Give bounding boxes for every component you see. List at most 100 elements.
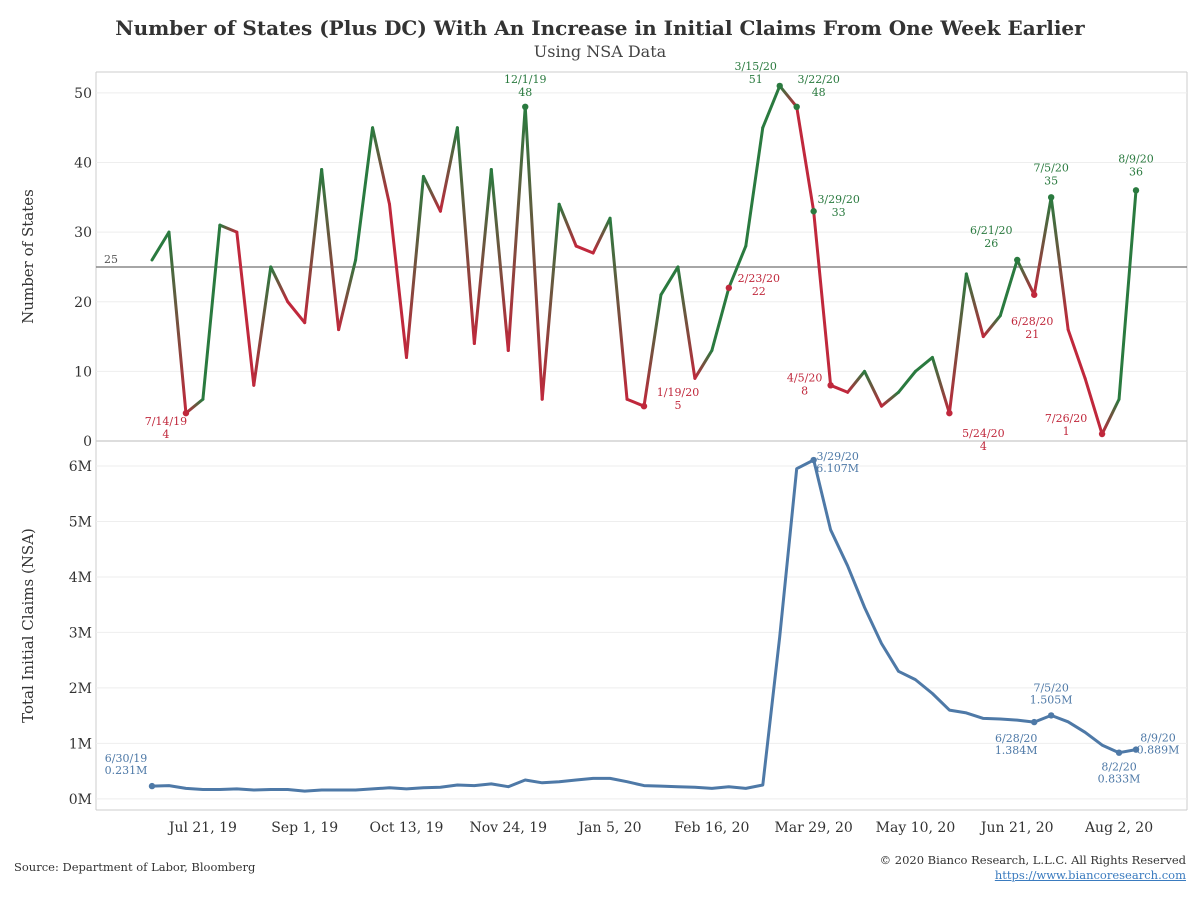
claims-annotation-value: 6.107M bbox=[816, 462, 859, 475]
states-line-segment bbox=[710, 286, 731, 352]
states-point bbox=[725, 284, 733, 292]
states-annotation-value: 4 bbox=[980, 440, 987, 453]
states-line-segment bbox=[557, 202, 578, 248]
states-annotation-value: 51 bbox=[749, 73, 763, 86]
claims-annotation-date: 8/9/20 bbox=[1140, 732, 1175, 745]
states-line-segment bbox=[472, 167, 493, 346]
states-annotation-date: 6/21/20 bbox=[970, 224, 1012, 237]
states-annotation-value: 1 bbox=[1063, 425, 1070, 438]
states-annotation-value: 48 bbox=[812, 86, 826, 99]
claims-annotation-date: 3/29/20 bbox=[816, 450, 858, 463]
states-point bbox=[1031, 291, 1038, 298]
claims-line bbox=[151, 458, 1137, 793]
claims-point bbox=[1047, 712, 1055, 719]
states-line-segment bbox=[1066, 328, 1087, 380]
states-annotation-value: 5 bbox=[675, 399, 682, 412]
y-tick-label: 10 bbox=[74, 364, 92, 380]
source-note: Source: Department of Labor, Bloomberg bbox=[14, 860, 256, 874]
states-line-segment bbox=[981, 314, 1002, 339]
states-line-segment bbox=[659, 265, 680, 297]
states-line-segment bbox=[167, 230, 188, 415]
states-annotation-date: 1/19/20 bbox=[657, 386, 699, 399]
states-point bbox=[182, 409, 190, 417]
states-annotation-date: 8/9/20 bbox=[1118, 152, 1153, 165]
states-line-segment bbox=[947, 272, 968, 415]
states-annotation-value: 26 bbox=[984, 237, 998, 250]
states-line-segment bbox=[913, 355, 934, 373]
claims-panel: 0M 1M 2M 3M 4M 5M 6M Total Initial Claims (NSA)… bbox=[19, 450, 1187, 808]
states-line-segment bbox=[761, 84, 782, 130]
states-line-segment bbox=[286, 300, 307, 325]
states-line-segment bbox=[642, 293, 663, 408]
states-line-segment bbox=[150, 230, 171, 262]
states-annotation-value: 22 bbox=[752, 285, 766, 298]
y-tick-label: 40 bbox=[74, 156, 92, 172]
states-annotation-value: 48 bbox=[518, 86, 532, 99]
states-line-segment bbox=[880, 390, 900, 408]
x-tick-label: Mar 29, 20 bbox=[774, 820, 852, 836]
x-tick-label: Jan 5, 20 bbox=[577, 820, 642, 836]
states-line-segment bbox=[1049, 195, 1070, 332]
y-axis-title: Number of States bbox=[19, 189, 37, 324]
states-line-segment bbox=[506, 105, 527, 352]
states-point bbox=[1132, 187, 1140, 194]
states-line-segment bbox=[523, 105, 544, 401]
states-line-segment bbox=[371, 126, 392, 206]
states-line-segment bbox=[846, 369, 867, 394]
claims-annotation-date: 7/5/20 bbox=[1033, 681, 1068, 694]
x-tick-label: Jul 21, 19 bbox=[167, 820, 237, 836]
states-point bbox=[793, 103, 800, 111]
y-tick-label: 20 bbox=[74, 295, 92, 311]
states-line-segment bbox=[1117, 188, 1138, 401]
states-line-segment bbox=[676, 265, 697, 380]
x-tick-label: Oct 13, 19 bbox=[370, 820, 444, 836]
states-point bbox=[640, 402, 648, 410]
states-annotation-value: 4 bbox=[162, 428, 169, 441]
states-point bbox=[522, 103, 529, 111]
states-line-segment bbox=[795, 105, 816, 213]
states-line-segment bbox=[693, 348, 714, 380]
y-tick-label: 0 bbox=[83, 434, 92, 450]
copyright-note: © 2020 Bianco Research, L.L.C. All Right… bbox=[879, 853, 1186, 867]
states-line-segment bbox=[998, 258, 1019, 318]
x-tick-label: Jun 21, 20 bbox=[979, 820, 1054, 836]
states-line-segment bbox=[1015, 258, 1036, 297]
states-line-segment bbox=[608, 216, 629, 401]
states-annotation-date: 3/29/20 bbox=[817, 193, 859, 206]
states-line-segment bbox=[455, 126, 476, 346]
states-point bbox=[827, 382, 834, 389]
states-line-segment bbox=[438, 126, 459, 213]
states-annotation-date: 3/22/20 bbox=[797, 73, 839, 86]
states-line-segment bbox=[574, 244, 595, 255]
states-point bbox=[946, 409, 953, 417]
states-point bbox=[1014, 256, 1021, 264]
states-line-segment bbox=[269, 265, 290, 304]
website-link[interactable]: https://www.biancoresearch.com bbox=[994, 868, 1186, 882]
states-line-segment bbox=[252, 265, 273, 387]
claims-annotation-date: 8/2/20 bbox=[1101, 761, 1136, 774]
y-tick-label: 50 bbox=[74, 86, 92, 102]
claims-annotation-value: 1.384M bbox=[995, 744, 1038, 757]
states-line-segment bbox=[388, 202, 408, 359]
x-tick-label: Sep 1, 19 bbox=[271, 820, 338, 836]
x-tick-label: Nov 24, 19 bbox=[469, 820, 547, 836]
states-annotation-date: 12/1/19 bbox=[504, 73, 546, 86]
states-line-segment bbox=[421, 174, 442, 213]
claims-annotation-value: 1.505M bbox=[1030, 693, 1073, 706]
claims-annotation-value: 0.889M bbox=[1137, 744, 1180, 757]
x-tick-label: Feb 16, 20 bbox=[674, 820, 749, 836]
states-annotation-value: 33 bbox=[832, 206, 846, 219]
states-line-segment bbox=[1100, 397, 1121, 436]
states-line-segment bbox=[930, 355, 951, 415]
y-tick-label: 1M bbox=[69, 736, 92, 752]
y-tick-label: 30 bbox=[74, 225, 92, 241]
states-line-segment bbox=[1083, 376, 1104, 436]
states-line-segment bbox=[1032, 195, 1053, 297]
claims-annotation-value: 0.833M bbox=[1098, 773, 1141, 786]
x-axis: Jul 21, 19 Sep 1, 19 Oct 13, 19 Nov 24, 19 J… bbox=[167, 820, 1153, 836]
x-tick-label: Aug 2, 20 bbox=[1084, 820, 1153, 836]
claims-point bbox=[1115, 749, 1123, 756]
states-annotation-date: 4/5/20 bbox=[787, 371, 822, 384]
states-line-segment bbox=[540, 202, 561, 401]
states-line-segment bbox=[235, 230, 256, 387]
